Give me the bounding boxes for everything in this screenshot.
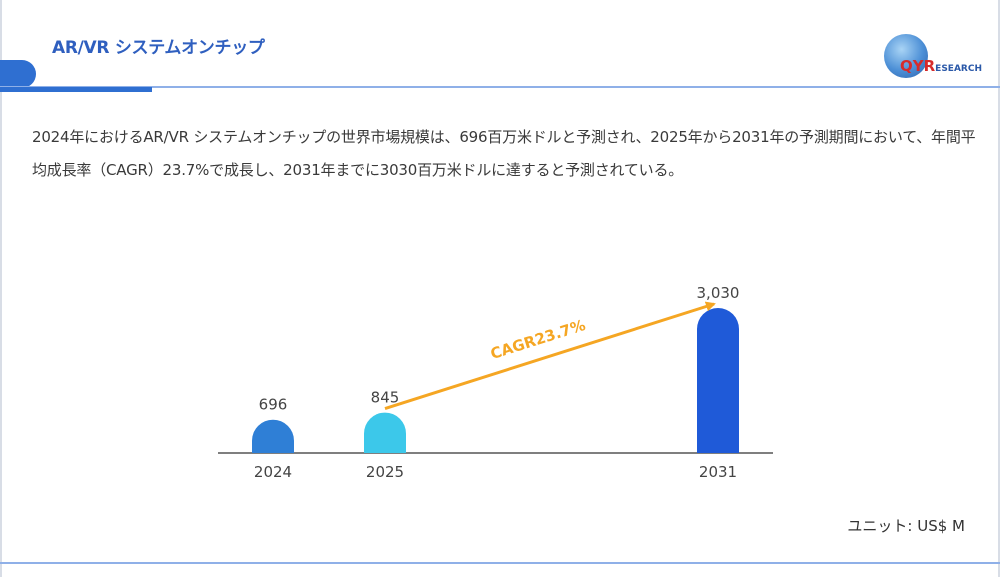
value-label-2025: 845	[371, 389, 400, 407]
bar-2031	[697, 308, 739, 453]
frame-left-border	[0, 0, 2, 577]
market-description: 2024年におけるAR/VR システムオンチップの世界市場規模は、696百万米ド…	[32, 128, 976, 179]
frame-right-border	[998, 0, 1000, 577]
bar-2025	[364, 412, 406, 453]
tick-label-2024: 2024	[254, 463, 292, 481]
page-title: AR/VR システムオンチップ	[52, 38, 265, 58]
value-label-2031: 3,030	[697, 284, 740, 302]
header-accent-underline	[0, 87, 152, 92]
tick-label-2025: 2025	[366, 463, 404, 481]
globe-icon	[884, 34, 928, 78]
logo-text-main: QYR	[900, 57, 936, 75]
tick-label-2031: 2031	[699, 463, 737, 481]
logo-text-sub: ESEARCH	[935, 64, 982, 74]
cagr-arrow	[384, 301, 716, 410]
header-divider	[0, 86, 1000, 88]
header-accent-tab	[0, 60, 36, 88]
footer-divider	[0, 562, 1000, 564]
value-label-2024: 696	[259, 396, 288, 414]
unit-label: ユニット: US$ M	[847, 517, 965, 535]
qyresearch-logo: QYRESEARCH	[884, 34, 984, 82]
bar-2024	[252, 419, 294, 453]
cagr-annotation: CAGR23.7%	[488, 316, 587, 363]
